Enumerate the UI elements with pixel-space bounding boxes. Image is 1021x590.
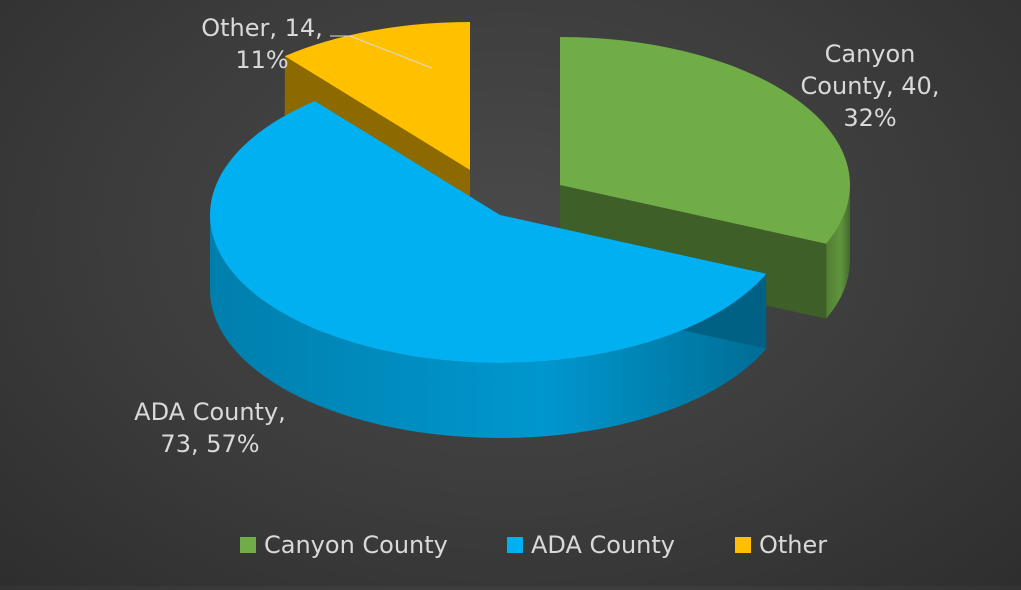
legend-swatch-ada-county	[507, 537, 523, 553]
slice-canyon-county	[560, 37, 850, 244]
slice-other	[284, 21, 470, 170]
slice-ada-county	[209, 101, 767, 363]
legend-label-canyon-county: Canyon County	[264, 531, 448, 559]
slice-side-ada-county	[209, 215, 767, 438]
legend-label-other: Other	[759, 531, 827, 559]
legend-swatch-canyon-county	[240, 537, 256, 553]
leader-line-other	[330, 35, 433, 69]
data-label-ada-county: ADA County, 73, 57%	[134, 398, 286, 458]
legend-swatch-other	[735, 537, 751, 553]
legend-label-ada-county: ADA County	[531, 531, 675, 559]
slice-side-canyon-county	[826, 185, 850, 319]
data-label-other: Other, 14, 11%	[201, 14, 323, 74]
data-label-canyon-county: Canyon County, 40, 32%	[801, 40, 940, 132]
